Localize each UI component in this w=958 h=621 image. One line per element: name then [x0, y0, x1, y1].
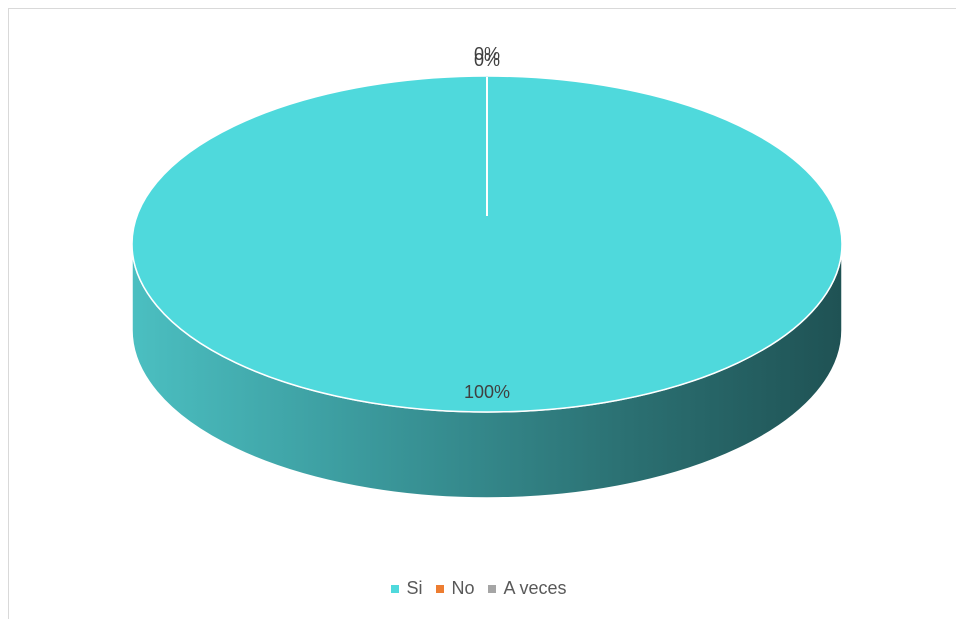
data-label-a-veces: 0%	[474, 50, 500, 70]
legend-swatch	[488, 584, 497, 593]
legend-label: Si	[406, 578, 423, 598]
legend-swatch	[436, 584, 445, 593]
legend-item-no: No	[436, 578, 474, 599]
legend-item-si: Si	[391, 578, 422, 599]
legend-swatch	[391, 584, 400, 593]
data-label-si: 100%	[464, 382, 510, 402]
data-label-no: 0%	[474, 44, 500, 64]
legend-item-a-veces: A veces	[488, 578, 567, 599]
legend: Si No A veces	[0, 578, 958, 599]
chart-frame	[8, 8, 956, 619]
pie-slice-si	[131, 75, 843, 413]
legend-label: No	[451, 578, 475, 598]
legend-label: A veces	[503, 578, 567, 598]
